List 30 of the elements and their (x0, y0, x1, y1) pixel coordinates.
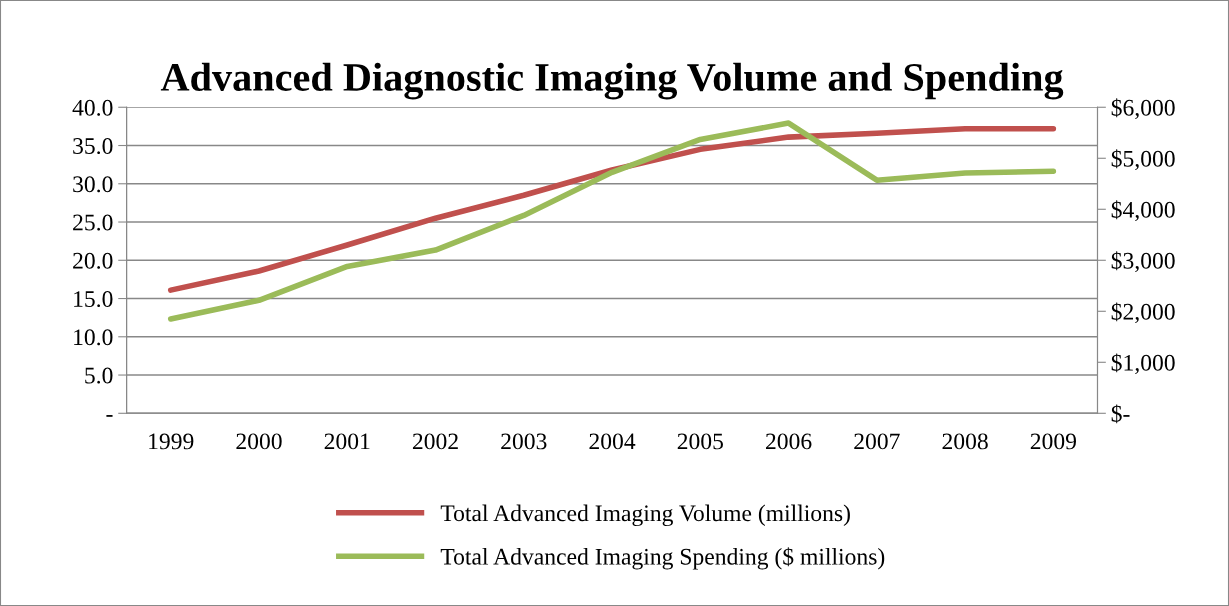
legend-label: Total Advanced Imaging Spending ($ millions) (440, 547, 885, 570)
x-tick-label: 2003 (501, 433, 547, 450)
x-tick-label: 2005 (677, 433, 723, 450)
x-tick-label: 2000 (236, 433, 282, 450)
x-tick-label: 2001 (324, 433, 370, 450)
x-tick-label: 2002 (412, 433, 458, 450)
y-tick-label: 20.0 (73, 252, 113, 269)
y-tick-label: 40.0 (72, 99, 113, 116)
x-tick-label: 2009 (1030, 433, 1077, 450)
y2-tick-label: $6,000 (1111, 98, 1175, 120)
y-tick-label: 10.0 (74, 329, 113, 346)
y2-tick-label: $3,000 (1111, 251, 1175, 273)
legend-label: Total Advanced Imaging Volume (millions) (440, 504, 850, 527)
y-tick-label: 5.0 (85, 367, 113, 384)
y-tick-label: 30.0 (73, 176, 113, 193)
y2-tick-label: $4,000 (1111, 200, 1175, 222)
y-tick-label: 35.0 (73, 138, 113, 155)
x-tick-label: 1999 (149, 433, 194, 450)
chart-title: Advanced Diagnostic Imaging Volume and Spending (160, 62, 1064, 100)
y2-tick-label: $5,000 (1111, 149, 1175, 171)
x-tick-label: 2006 (766, 433, 812, 450)
x-tick-label: 2007 (854, 433, 900, 450)
y-tick-label: 15.0 (74, 291, 113, 308)
x-tick-label: 2008 (942, 433, 988, 450)
y-tick-label: 25.0 (73, 214, 113, 231)
y-tick-label: - (106, 415, 113, 417)
y2-tick-label: $- (1111, 404, 1130, 424)
y2-tick-label: $1,000 (1111, 353, 1175, 375)
x-tick-label: 2004 (589, 433, 636, 450)
y2-tick-label: $2,000 (1111, 302, 1175, 324)
